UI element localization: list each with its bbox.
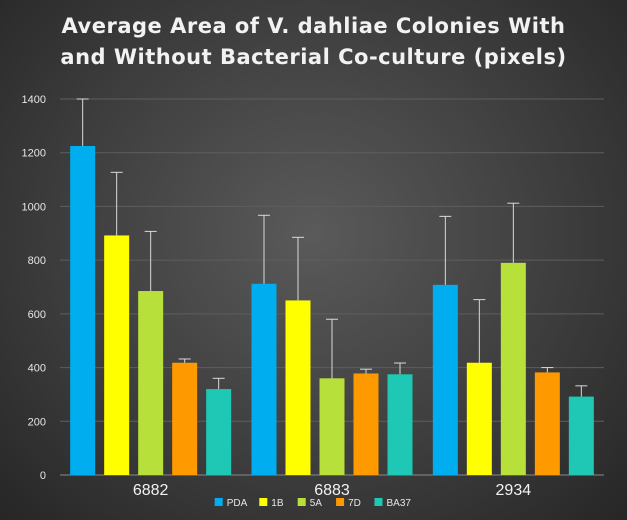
x-tick-label-6882: 6882: [133, 482, 169, 499]
bar-PDA-6882: [70, 146, 96, 475]
bar-BA37-2934: [568, 396, 594, 475]
y-tick-label-1200: 1200: [22, 148, 46, 160]
bar-7D-6883: [353, 373, 379, 475]
x-tick-label-6883: 6883: [314, 482, 350, 499]
legend-swatch-7D: [336, 498, 345, 506]
bar-BA37-6882: [206, 389, 232, 475]
legend-swatch-PDA: [214, 498, 223, 506]
bar-1B-2934: [466, 362, 492, 475]
y-tick-label-800: 800: [28, 255, 46, 267]
y-axis-tick-labels: 0 200 400 600 800 1000 1200 1400: [22, 94, 46, 482]
legend-label-7D: 7D: [348, 498, 361, 509]
x-tick-label-2934: 2934: [496, 482, 532, 499]
x-axis-tick-labels: 6882 6883 2934: [133, 482, 531, 499]
bar-PDA-2934: [432, 284, 458, 475]
legend-label-BA37: BA37: [387, 498, 412, 509]
y-tick-label-0: 0: [40, 470, 46, 482]
chart-title-line-1: Average Area of V. dahliae Colonies With: [61, 14, 566, 38]
bar-5A-6882: [138, 291, 164, 475]
legend-swatch-1B: [259, 498, 268, 506]
y-tick-label-600: 600: [28, 309, 46, 321]
error-bars: [76, 98, 588, 397]
y-tick-label-1400: 1400: [22, 94, 46, 106]
bar-7D-2934: [534, 372, 560, 475]
legend: PDA 1B 5A 7D BA37: [214, 498, 412, 509]
legend-swatch-5A: [297, 498, 306, 506]
y-tick-label-400: 400: [28, 363, 46, 375]
bar-1B-6882: [104, 235, 130, 475]
bar-1B-6883: [285, 300, 311, 475]
bar-BA37-6883: [387, 374, 413, 475]
chart-title-line-2: and Without Bacterial Co-culture (pixels…: [60, 45, 567, 69]
bar-7D-6882: [172, 362, 198, 475]
y-tick-label-1000: 1000: [22, 201, 46, 213]
bars: [70, 146, 594, 475]
bar-PDA-6883: [251, 283, 277, 475]
legend-label-5A: 5A: [310, 498, 323, 509]
legend-label-1B: 1B: [271, 498, 284, 509]
legend-swatch-BA37: [374, 498, 383, 506]
bar-5A-6883: [319, 378, 345, 475]
bar-5A-2934: [500, 262, 526, 475]
legend-label-PDA: PDA: [227, 498, 248, 509]
y-tick-label-200: 200: [28, 416, 46, 428]
